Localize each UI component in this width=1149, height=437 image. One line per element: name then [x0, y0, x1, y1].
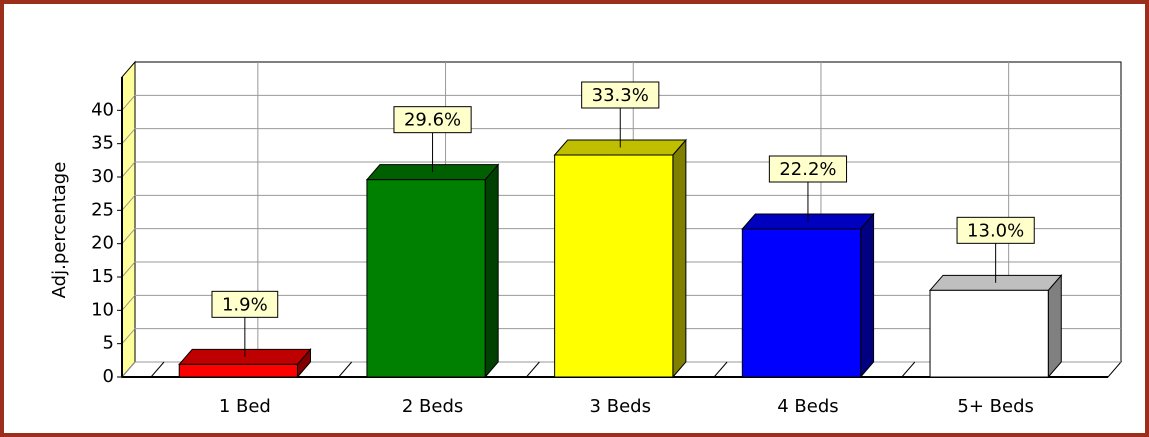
grid-line: [121, 261, 136, 278]
y-tick-label: 5: [103, 333, 114, 354]
y-axis-label: Adj.percentage: [49, 162, 70, 299]
data-label-box: [393, 106, 472, 134]
y-tick-label: 30: [91, 166, 114, 187]
y-tick-label: 15: [91, 266, 114, 287]
x-tick-label: 4 Beds: [777, 396, 838, 417]
bar-side: [1047, 273, 1062, 379]
data-label: 33.3%: [592, 85, 649, 106]
bar: [366, 179, 486, 378]
y-tick-label: 20: [91, 233, 114, 254]
x-tick-label: 5+ Beds: [957, 396, 1033, 417]
bar-side: [672, 138, 687, 379]
data-label: 13.0%: [967, 220, 1024, 241]
data-label-box: [768, 155, 848, 183]
y-tick-label: 0: [103, 366, 114, 387]
grid-line: [121, 195, 136, 211]
data-label: 29.6%: [404, 110, 461, 131]
grid-line: [121, 328, 136, 344]
data-label-box: [956, 216, 1035, 244]
bar: [178, 363, 298, 378]
x-tick-label: 3 Beds: [590, 396, 651, 417]
floor-line: [338, 361, 353, 378]
y-tick-label: 35: [91, 133, 114, 154]
data-label-box: [581, 81, 660, 109]
data-label: 22.2%: [779, 159, 836, 180]
x-tick-label: 1 Bed: [219, 396, 271, 417]
bar-side: [860, 212, 875, 379]
bar: [741, 228, 862, 378]
grid-line: [121, 128, 136, 144]
grid-line: [121, 361, 136, 378]
y-tick-label: 10: [91, 299, 114, 320]
grid-line: [121, 95, 136, 111]
left-wall: [121, 60, 136, 379]
data-label: 1.9%: [222, 294, 268, 315]
x-tick-label: 2 Beds: [402, 396, 463, 417]
grid-line: [121, 228, 136, 244]
y-tick-label: 25: [91, 199, 114, 220]
y-tick-label: 40: [91, 99, 114, 120]
floor-line: [526, 361, 540, 378]
bar: [554, 154, 674, 378]
data-label-box: [211, 290, 279, 318]
floor-line: [713, 361, 728, 378]
bar-side: [484, 163, 499, 379]
grid-line: [121, 161, 136, 178]
grid-line: [121, 295, 136, 311]
floor-line: [150, 361, 165, 378]
bar: [929, 289, 1049, 378]
floor-line: [901, 361, 916, 378]
